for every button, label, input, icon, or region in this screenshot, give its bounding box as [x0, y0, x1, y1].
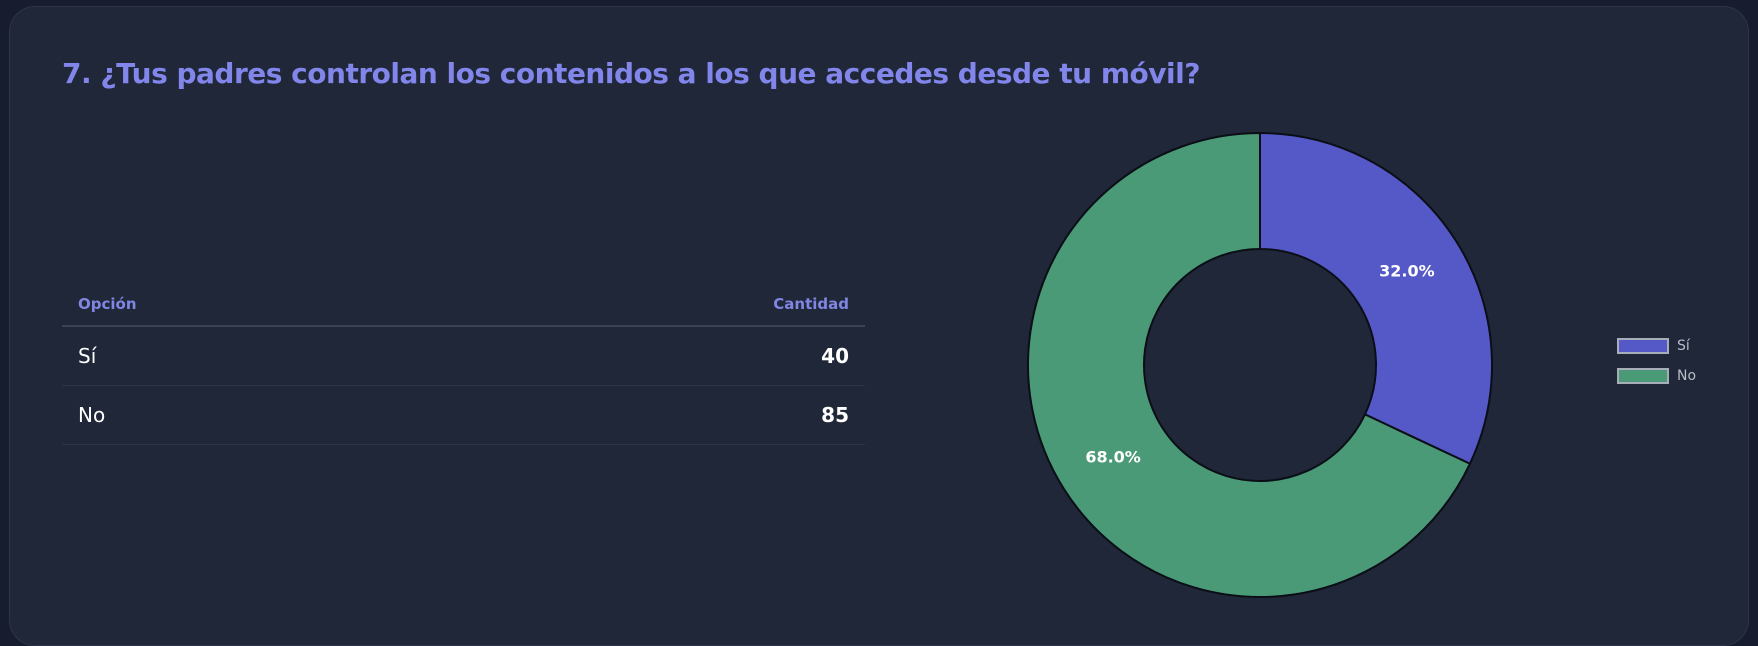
row-option: Sí	[62, 326, 429, 386]
question-card: 7. ¿Tus padres controlan los contenidos …	[9, 6, 1749, 646]
legend-item[interactable]: No	[1617, 366, 1696, 386]
table-row: No 85	[62, 385, 865, 445]
question-title: 7. ¿Tus padres controlan los contenidos …	[62, 57, 1200, 90]
legend-swatch	[1617, 368, 1669, 384]
donut-chart: 32.0% 68.0%	[1027, 131, 1493, 598]
chart-legend: Sí No	[1617, 336, 1696, 396]
slice-percent-label: 68.0%	[1085, 448, 1141, 467]
row-count: 85	[428, 385, 865, 445]
results-table: Opción Cantidad Sí 40 No 85	[62, 283, 865, 445]
header-option: Opción	[62, 283, 429, 327]
legend-item[interactable]: Sí	[1617, 336, 1696, 356]
row-count: 40	[428, 326, 865, 386]
donut-slice-1[interactable]	[1027, 131, 1472, 598]
table-row: Sí 40	[62, 326, 865, 386]
legend-swatch	[1617, 338, 1669, 354]
donut-slice-0[interactable]	[1259, 131, 1493, 466]
legend-label: Sí	[1677, 338, 1690, 354]
row-option: No	[62, 385, 429, 445]
slice-percent-label: 32.0%	[1379, 261, 1435, 280]
header-count: Cantidad	[428, 283, 865, 327]
table-header-row: Opción Cantidad	[62, 283, 865, 327]
legend-label: No	[1677, 368, 1697, 384]
